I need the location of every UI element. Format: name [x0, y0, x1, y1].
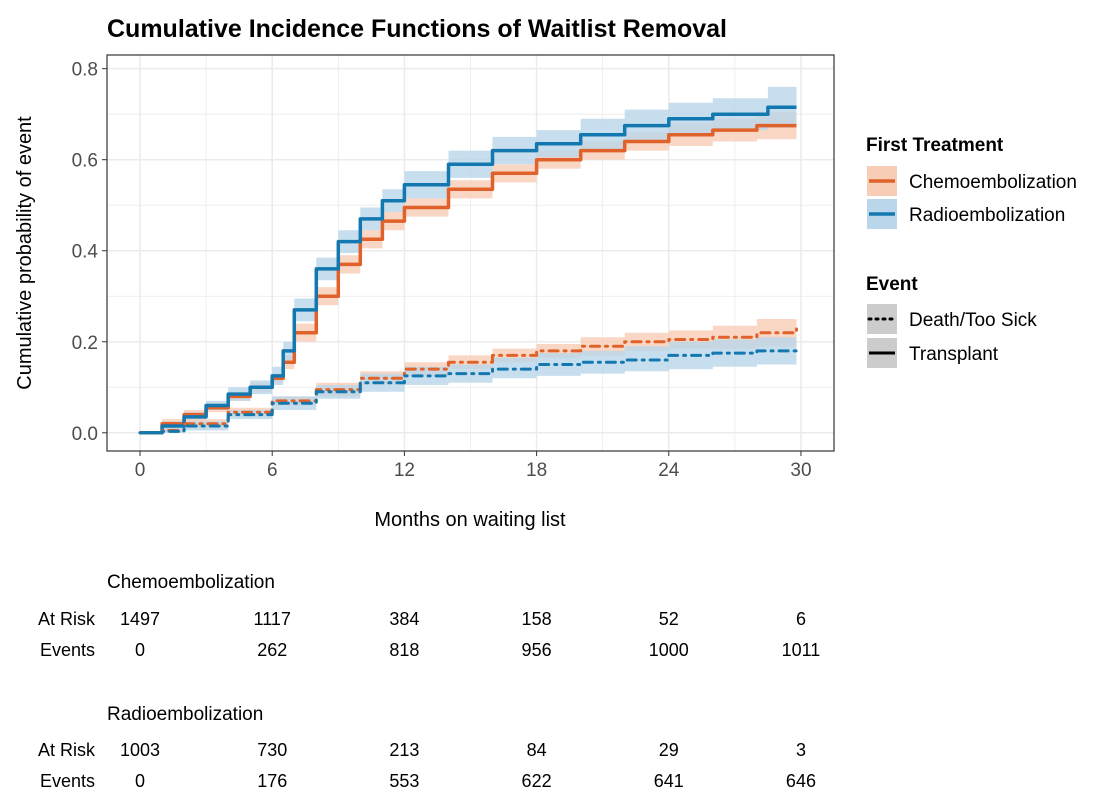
x-tick-label: 24 — [658, 460, 680, 481]
y-tick-label: 0.0 — [72, 424, 98, 445]
chemo-events-cell: 1011 — [781, 640, 821, 660]
row-label-events-radio: Events — [40, 771, 96, 791]
series-lines — [138, 105, 798, 435]
chemo-at-risk-cell: 1117 — [253, 609, 291, 629]
risk-group-title-chemo: Chemoembolization — [107, 572, 275, 593]
x-tick-label: 30 — [790, 460, 811, 481]
legend-event-title: Event — [866, 274, 918, 295]
chemo-at-risk-cell: 6 — [795, 609, 806, 629]
legend-label-chemo: Chemoembolization — [909, 172, 1077, 193]
plot-panel — [106, 54, 835, 452]
legend-label-transplant: Transplant — [909, 344, 999, 365]
chemo-events-cell: 1000 — [648, 640, 689, 660]
chemo-at-risk-cell: 384 — [389, 609, 420, 629]
chemo-events-cell: 0 — [135, 640, 146, 660]
legend-item-transplant: Transplant — [867, 338, 999, 368]
legend-label-death: Death/Too Sick — [909, 310, 1037, 331]
x-tick-label: 0 — [135, 460, 146, 481]
radio-at-risk-cell: 29 — [658, 740, 679, 760]
radio-events-cell: 0 — [135, 771, 146, 791]
line-radio-death — [138, 347, 798, 435]
row-label-at-risk-radio: At Risk — [38, 740, 96, 760]
band-radio-transplant — [140, 86, 797, 433]
radio-at-risk-cell: 730 — [257, 740, 288, 760]
radio-events-cell: 176 — [257, 771, 288, 791]
risk-group-title-radio: Radioembolization — [107, 704, 264, 725]
radio-at-risk-cell: 3 — [795, 740, 806, 760]
chemo-events-cell: 818 — [389, 640, 420, 660]
radio-events-cell: 646 — [785, 771, 816, 791]
radio-events-cell: 622 — [521, 771, 552, 791]
y-tick-label: 0.8 — [72, 60, 98, 81]
legend-item-radio: Radioembolization — [867, 199, 1065, 229]
radio-events-cell: 553 — [389, 771, 420, 791]
chemo-events-cell: 956 — [521, 640, 552, 660]
radio-at-risk-cell: 1003 — [120, 740, 161, 760]
cif-chart: Cumulative Incidence Functions of Waitli… — [14, 15, 1077, 531]
y-axis: 0.0 0.2 0.4 0.6 0.8 — [72, 60, 107, 445]
row-label-at-risk-chemo: At Risk — [38, 609, 96, 629]
radio-at-risk-cell: 213 — [389, 740, 420, 760]
plot-border — [106, 54, 835, 452]
x-axis-label: Months on waiting list — [374, 509, 566, 531]
legend-item-death: Death/Too Sick — [867, 304, 1037, 334]
chemo-events-cell: 262 — [257, 640, 288, 660]
y-tick-label: 0.6 — [72, 151, 98, 172]
chemo-at-risk-cell: 158 — [521, 609, 552, 629]
legend: First Treatment Chemoembolization Radioe… — [866, 135, 1077, 368]
chart-title: Cumulative Incidence Functions of Waitli… — [107, 15, 727, 43]
x-tick-label: 6 — [267, 460, 278, 481]
x-axis: 0 6 12 18 24 30 — [135, 451, 812, 481]
row-label-events-chemo: Events — [40, 640, 96, 660]
y-tick-label: 0.2 — [72, 333, 98, 354]
x-tick-label: 12 — [394, 460, 415, 481]
chemo-at-risk-cell: 52 — [658, 609, 679, 629]
legend-label-radio: Radioembolization — [909, 205, 1065, 226]
radio-events-cell: 641 — [653, 771, 684, 791]
legend-treatment-title: First Treatment — [866, 135, 1004, 156]
radio-at-risk-cell: 84 — [526, 740, 547, 760]
legend-item-chemo: Chemoembolization — [867, 166, 1077, 196]
x-tick-label: 18 — [526, 460, 547, 481]
y-tick-label: 0.4 — [72, 242, 99, 263]
chemo-at-risk-cell: 1497 — [120, 609, 161, 629]
line-radio-transplant — [140, 105, 797, 435]
y-axis-label: Cumulative probability of event — [14, 116, 36, 390]
